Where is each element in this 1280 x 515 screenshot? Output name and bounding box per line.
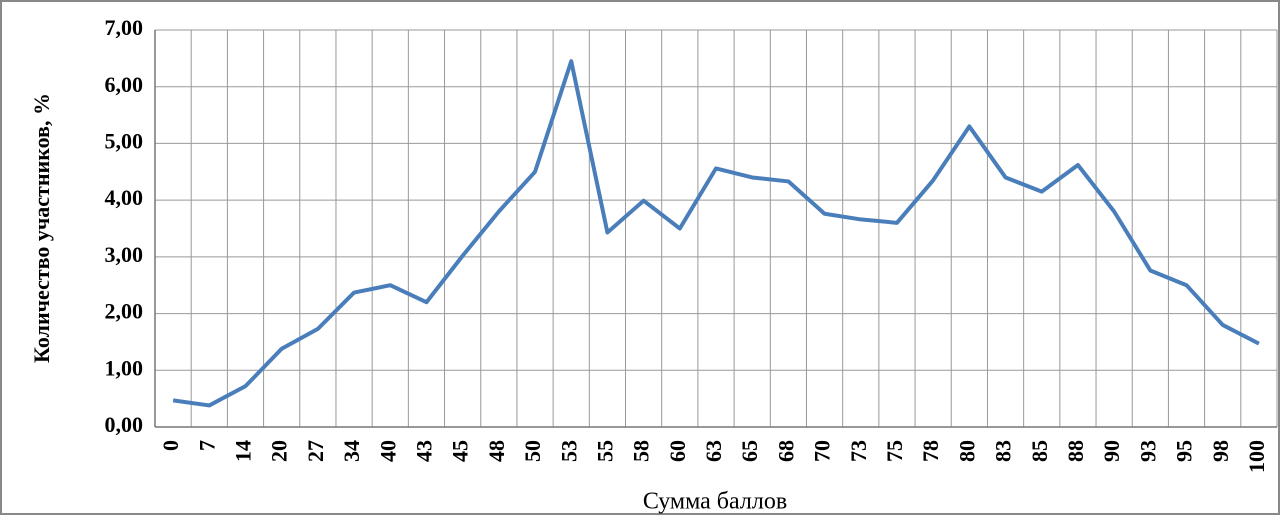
x-tick-label: 90 — [1099, 440, 1124, 462]
x-tick-label: 48 — [484, 440, 509, 462]
x-tick-label: 60 — [665, 440, 690, 462]
line-series — [172, 59, 1260, 408]
x-tick-label: 20 — [267, 440, 292, 462]
y-tick-label: 7,00 — [105, 15, 144, 40]
x-tick-label: 0 — [158, 440, 183, 451]
y-tick-label: 5,00 — [105, 128, 144, 153]
x-tick-label: 40 — [375, 440, 400, 462]
x-tick-label: 83 — [991, 440, 1016, 462]
y-tick-label: 0,00 — [105, 412, 144, 437]
x-tick-label: 58 — [629, 440, 654, 462]
x-tick-label: 75 — [882, 440, 907, 462]
y-tick-label: 4,00 — [105, 185, 144, 210]
x-tick-label: 27 — [303, 440, 328, 462]
x-tick-label: 73 — [846, 440, 871, 462]
y-tick-label: 2,00 — [105, 299, 144, 324]
x-tick-label: 63 — [701, 440, 726, 462]
x-tick-label: 78 — [918, 440, 943, 462]
x-tick-label: 53 — [556, 440, 581, 462]
y-tick-label: 3,00 — [105, 242, 144, 267]
y-axis-title: Количество участников, % — [29, 93, 54, 363]
x-tick-label: 7 — [194, 440, 219, 451]
x-tick-label: 55 — [592, 440, 617, 462]
x-tick-label: 14 — [231, 440, 256, 462]
x-axis-title: Сумма баллов — [643, 489, 787, 515]
x-tick-label: 98 — [1208, 440, 1233, 462]
x-tick-label: 50 — [520, 440, 545, 462]
y-tick-label: 6,00 — [105, 72, 144, 97]
x-tick-label: 88 — [1063, 440, 1088, 462]
x-tick-label: 34 — [339, 440, 364, 462]
x-tick-label: 93 — [1135, 440, 1160, 462]
y-tick-label: 1,00 — [105, 355, 144, 380]
x-tick-label: 100 — [1244, 440, 1269, 473]
x-tick-label: 45 — [448, 440, 473, 462]
x-tick-label: 68 — [773, 440, 798, 462]
x-tick-label: 85 — [1027, 440, 1052, 462]
x-tick-label: 70 — [810, 440, 835, 462]
x-tick-label: 95 — [1172, 440, 1197, 462]
x-tick-label: 80 — [954, 440, 979, 462]
x-tick-label: 65 — [737, 440, 762, 462]
x-tick-label: 43 — [411, 440, 436, 462]
